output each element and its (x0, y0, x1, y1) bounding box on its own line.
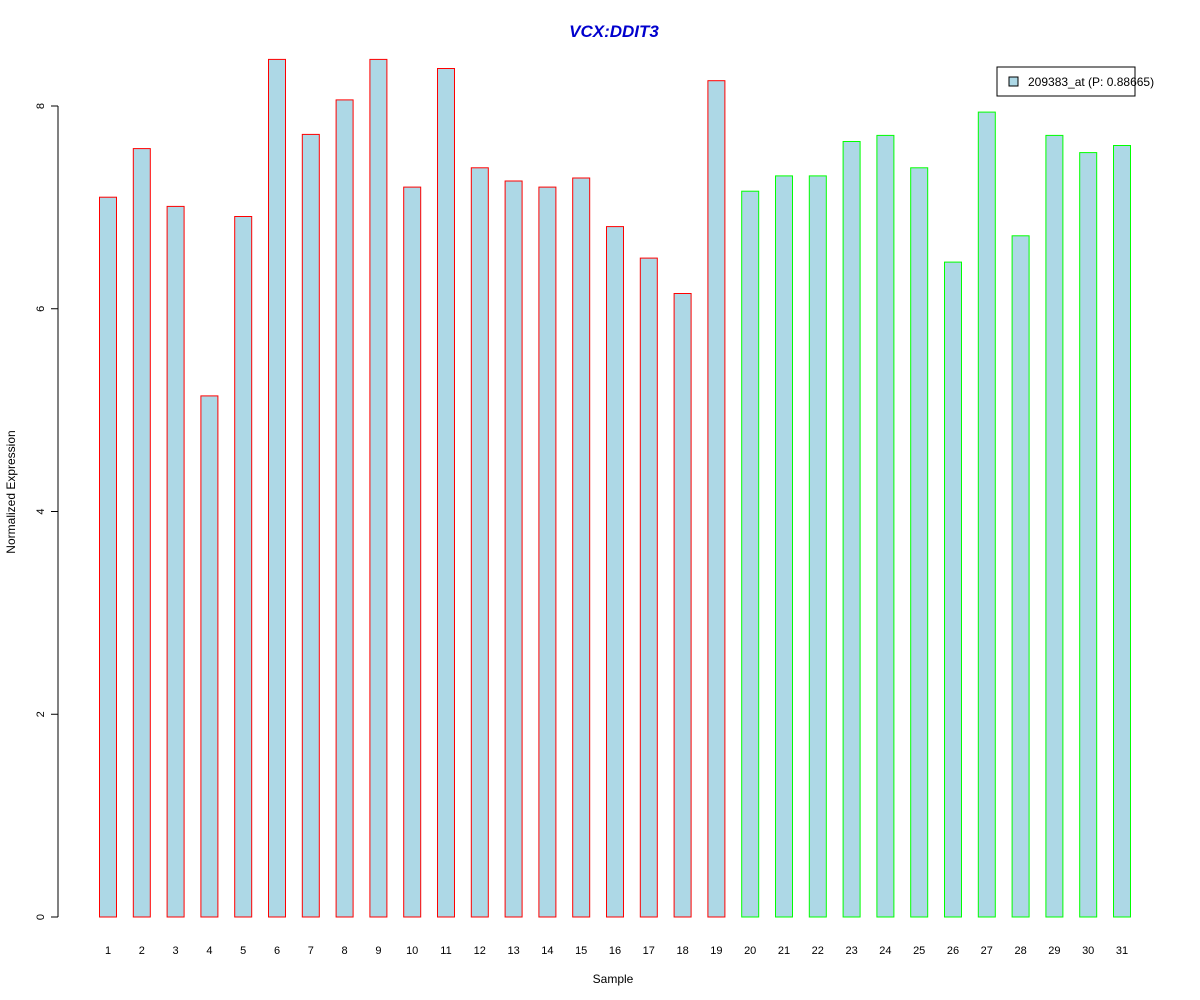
bar-sample-13 (504, 180, 523, 918)
bar-sample-26 (944, 261, 962, 918)
x-tick-label: 30 (1082, 945, 1094, 957)
bar-sample-24 (876, 134, 895, 918)
x-tick-label: 15 (575, 945, 587, 957)
bar-sample-30 (1079, 152, 1098, 918)
x-tick-labels: 1 2 3 4 5 6 7 8 9 10 11 12 13 14 15 16 17 18 19 20 21 22 23 24 2… (105, 945, 1128, 957)
x-tick-label: 31 (1116, 945, 1128, 957)
bar-sample-22 (808, 175, 827, 918)
bar-sample-20 (741, 190, 760, 918)
x-tick-label: 6 (274, 945, 280, 957)
y-tick-label: 0 (35, 914, 47, 920)
x-tick-label: 5 (240, 945, 246, 957)
x-tick-label: 27 (981, 945, 993, 957)
chart-title: VCX:DDIT3 (569, 22, 659, 41)
legend-box (996, 66, 1136, 97)
y-axis: 0 2 4 6 8 (35, 103, 59, 920)
x-tick-label: 25 (913, 945, 925, 957)
bar-sample-7 (301, 133, 320, 918)
x-tick-label: 9 (375, 945, 381, 957)
bar-sample-8 (335, 99, 354, 918)
x-tick-label: 29 (1048, 945, 1060, 957)
x-tick-label: 23 (845, 945, 857, 957)
bar-sample-12 (470, 167, 489, 918)
x-tick-label: 1 (105, 945, 111, 957)
bar-sample-5 (234, 216, 253, 918)
bar-sample-14 (538, 186, 557, 918)
bar-sample-3 (166, 205, 185, 918)
x-tick-label: 8 (342, 945, 348, 957)
x-tick-label: 10 (406, 945, 418, 957)
x-tick-label: 19 (710, 945, 722, 957)
bar-sample-16 (606, 226, 624, 918)
bar-sample-1 (99, 196, 117, 918)
x-tick-label: 24 (879, 945, 891, 957)
bar-sample-17 (639, 257, 658, 918)
x-tick-label: 4 (206, 945, 212, 957)
bar-sample-11 (437, 68, 455, 918)
bar-sample-23 (842, 141, 861, 918)
legend: 209383_at (P: 0.88665) (996, 66, 1154, 97)
bar-sample-31 (1113, 145, 1131, 918)
bar-sample-9 (369, 58, 388, 918)
x-tick-label: 21 (778, 945, 790, 957)
bar-sample-10 (403, 186, 422, 918)
legend-swatch (1008, 76, 1019, 87)
y-tick-label: 8 (35, 103, 47, 109)
x-tick-label: 20 (744, 945, 756, 957)
x-tick-label: 2 (139, 945, 145, 957)
bar-sample-29 (1045, 134, 1064, 918)
legend-label: 209383_at (P: 0.88665) (1028, 75, 1154, 89)
y-tick-label: 4 (35, 508, 47, 514)
bars-group (99, 58, 1131, 918)
x-tick-label: 26 (947, 945, 959, 957)
x-tick-label: 16 (609, 945, 621, 957)
x-tick-label: 22 (812, 945, 824, 957)
bar-sample-2 (132, 148, 151, 918)
bar-sample-15 (572, 177, 591, 918)
bar-sample-18 (673, 293, 692, 918)
bar-sample-4 (200, 395, 219, 918)
bar-sample-6 (268, 58, 286, 918)
bar-sample-28 (1011, 235, 1030, 918)
x-tick-label: 3 (173, 945, 179, 957)
x-tick-label: 11 (440, 945, 451, 957)
x-tick-label: 12 (474, 945, 486, 957)
x-tick-label: 14 (541, 945, 553, 957)
x-tick-label: 7 (308, 945, 314, 957)
bar-sample-25 (910, 167, 929, 918)
x-axis-label: Sample (593, 972, 634, 986)
bar-sample-19 (707, 80, 726, 918)
x-tick-label: 28 (1014, 945, 1026, 957)
bar-sample-21 (775, 175, 793, 918)
y-tick-label: 6 (35, 306, 47, 312)
y-tick-label: 2 (35, 711, 47, 717)
x-tick-label: 13 (507, 945, 519, 957)
bar-sample-27 (977, 111, 996, 918)
x-tick-label: 18 (676, 945, 688, 957)
x-tick-label: 17 (643, 945, 655, 957)
y-axis-label: Normalized Expression (4, 430, 18, 553)
